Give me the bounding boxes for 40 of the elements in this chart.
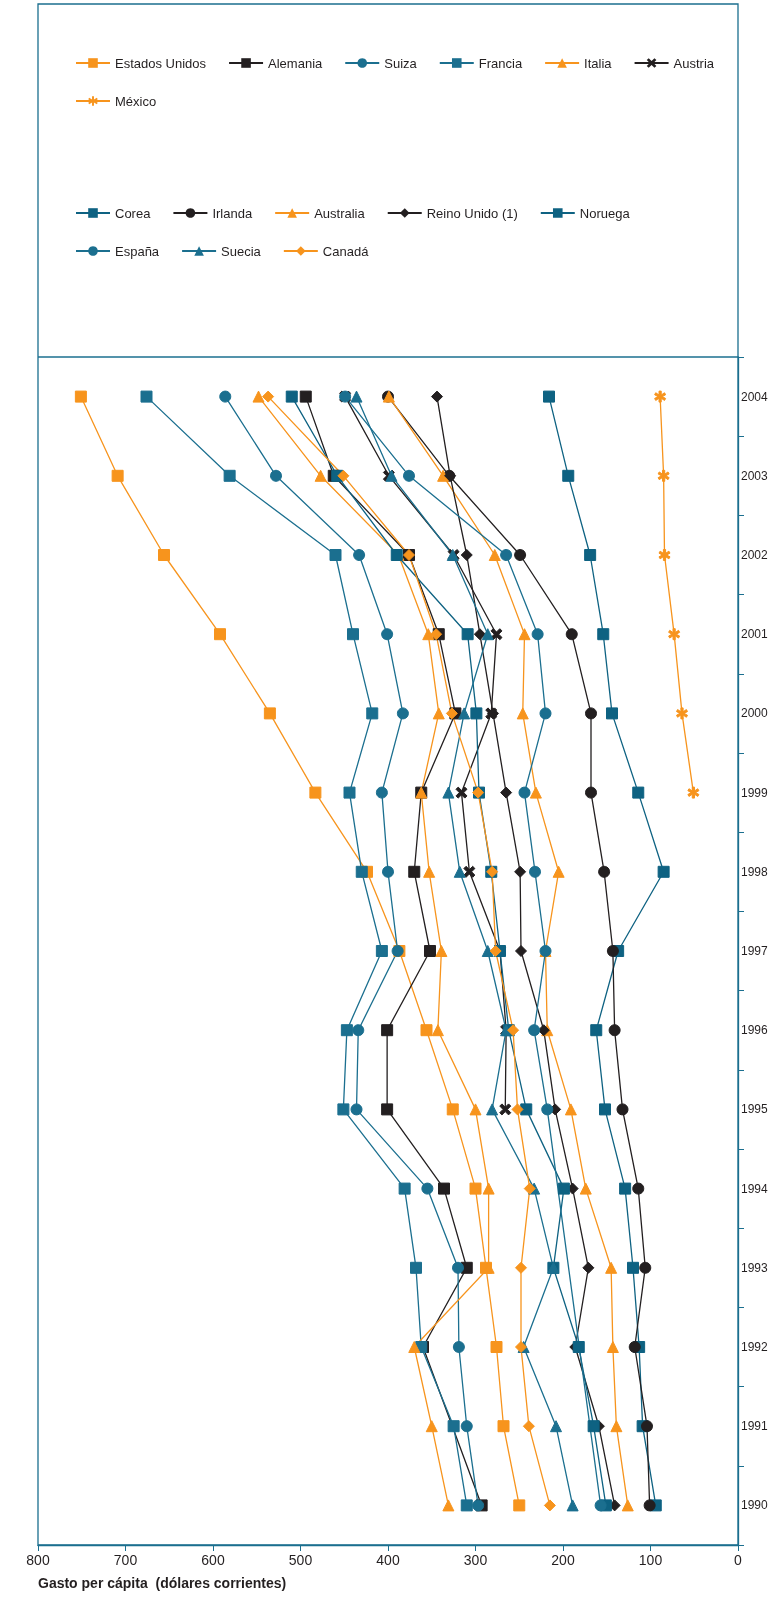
legend-label: Francia	[478, 55, 523, 71]
y-tick-label: 1990	[741, 1498, 769, 1513]
legend-label: Reino Unido (1)	[426, 205, 518, 221]
x-tick-label: 0	[734, 1552, 743, 1568]
y-tick-label: 2001	[741, 627, 769, 642]
y-tick-label: 1999	[741, 785, 769, 800]
legend-label: Australia	[314, 205, 366, 221]
y-tick-label: 1998	[741, 864, 769, 879]
x-tick-label: 600	[201, 1552, 225, 1568]
y-tick-label: 1997	[741, 944, 769, 958]
legend-label: Austria	[673, 55, 715, 71]
legend-label: Italia	[584, 55, 613, 71]
y-tick-label: 1993	[741, 1260, 769, 1275]
y-tick-label: 1996	[741, 1023, 769, 1038]
x-tick-label: 100	[638, 1552, 663, 1568]
y-tick-label: 2002	[741, 548, 769, 562]
legend-label: Canadá	[322, 243, 370, 259]
legend-label: Alemania	[268, 55, 324, 71]
x-tick-label: 500	[288, 1552, 313, 1568]
x-tick-label: 400	[376, 1552, 400, 1568]
legend-label: Suiza	[384, 55, 418, 71]
x-tick-label: 200	[551, 1552, 575, 1568]
y-tick-label: 1995	[741, 1102, 769, 1117]
legend-label: Noruega	[579, 205, 631, 221]
y-tick-label: 1992	[741, 1340, 769, 1354]
legend-label: Irlanda	[212, 205, 253, 221]
legend-label: México	[115, 93, 157, 109]
y-tick-label: 1991	[741, 1419, 769, 1434]
legend-label: Estados Unidos	[115, 55, 207, 71]
y-tick-label: 2004	[741, 389, 769, 404]
x-tick-label: 300	[463, 1552, 488, 1568]
y-tick-label: 2003	[741, 468, 769, 483]
x-tick-label: 700	[113, 1552, 138, 1568]
x-axis-title: Gasto per cápita (dólares corrientes)	[38, 1575, 287, 1591]
legend-label: España	[115, 243, 160, 259]
legend-label: Suecia	[221, 243, 262, 259]
y-tick-label: 2000	[741, 706, 769, 721]
x-tick-label: 800	[26, 1552, 50, 1568]
y-tick-label: 1994	[741, 1181, 769, 1196]
legend-label: Corea	[115, 205, 152, 221]
